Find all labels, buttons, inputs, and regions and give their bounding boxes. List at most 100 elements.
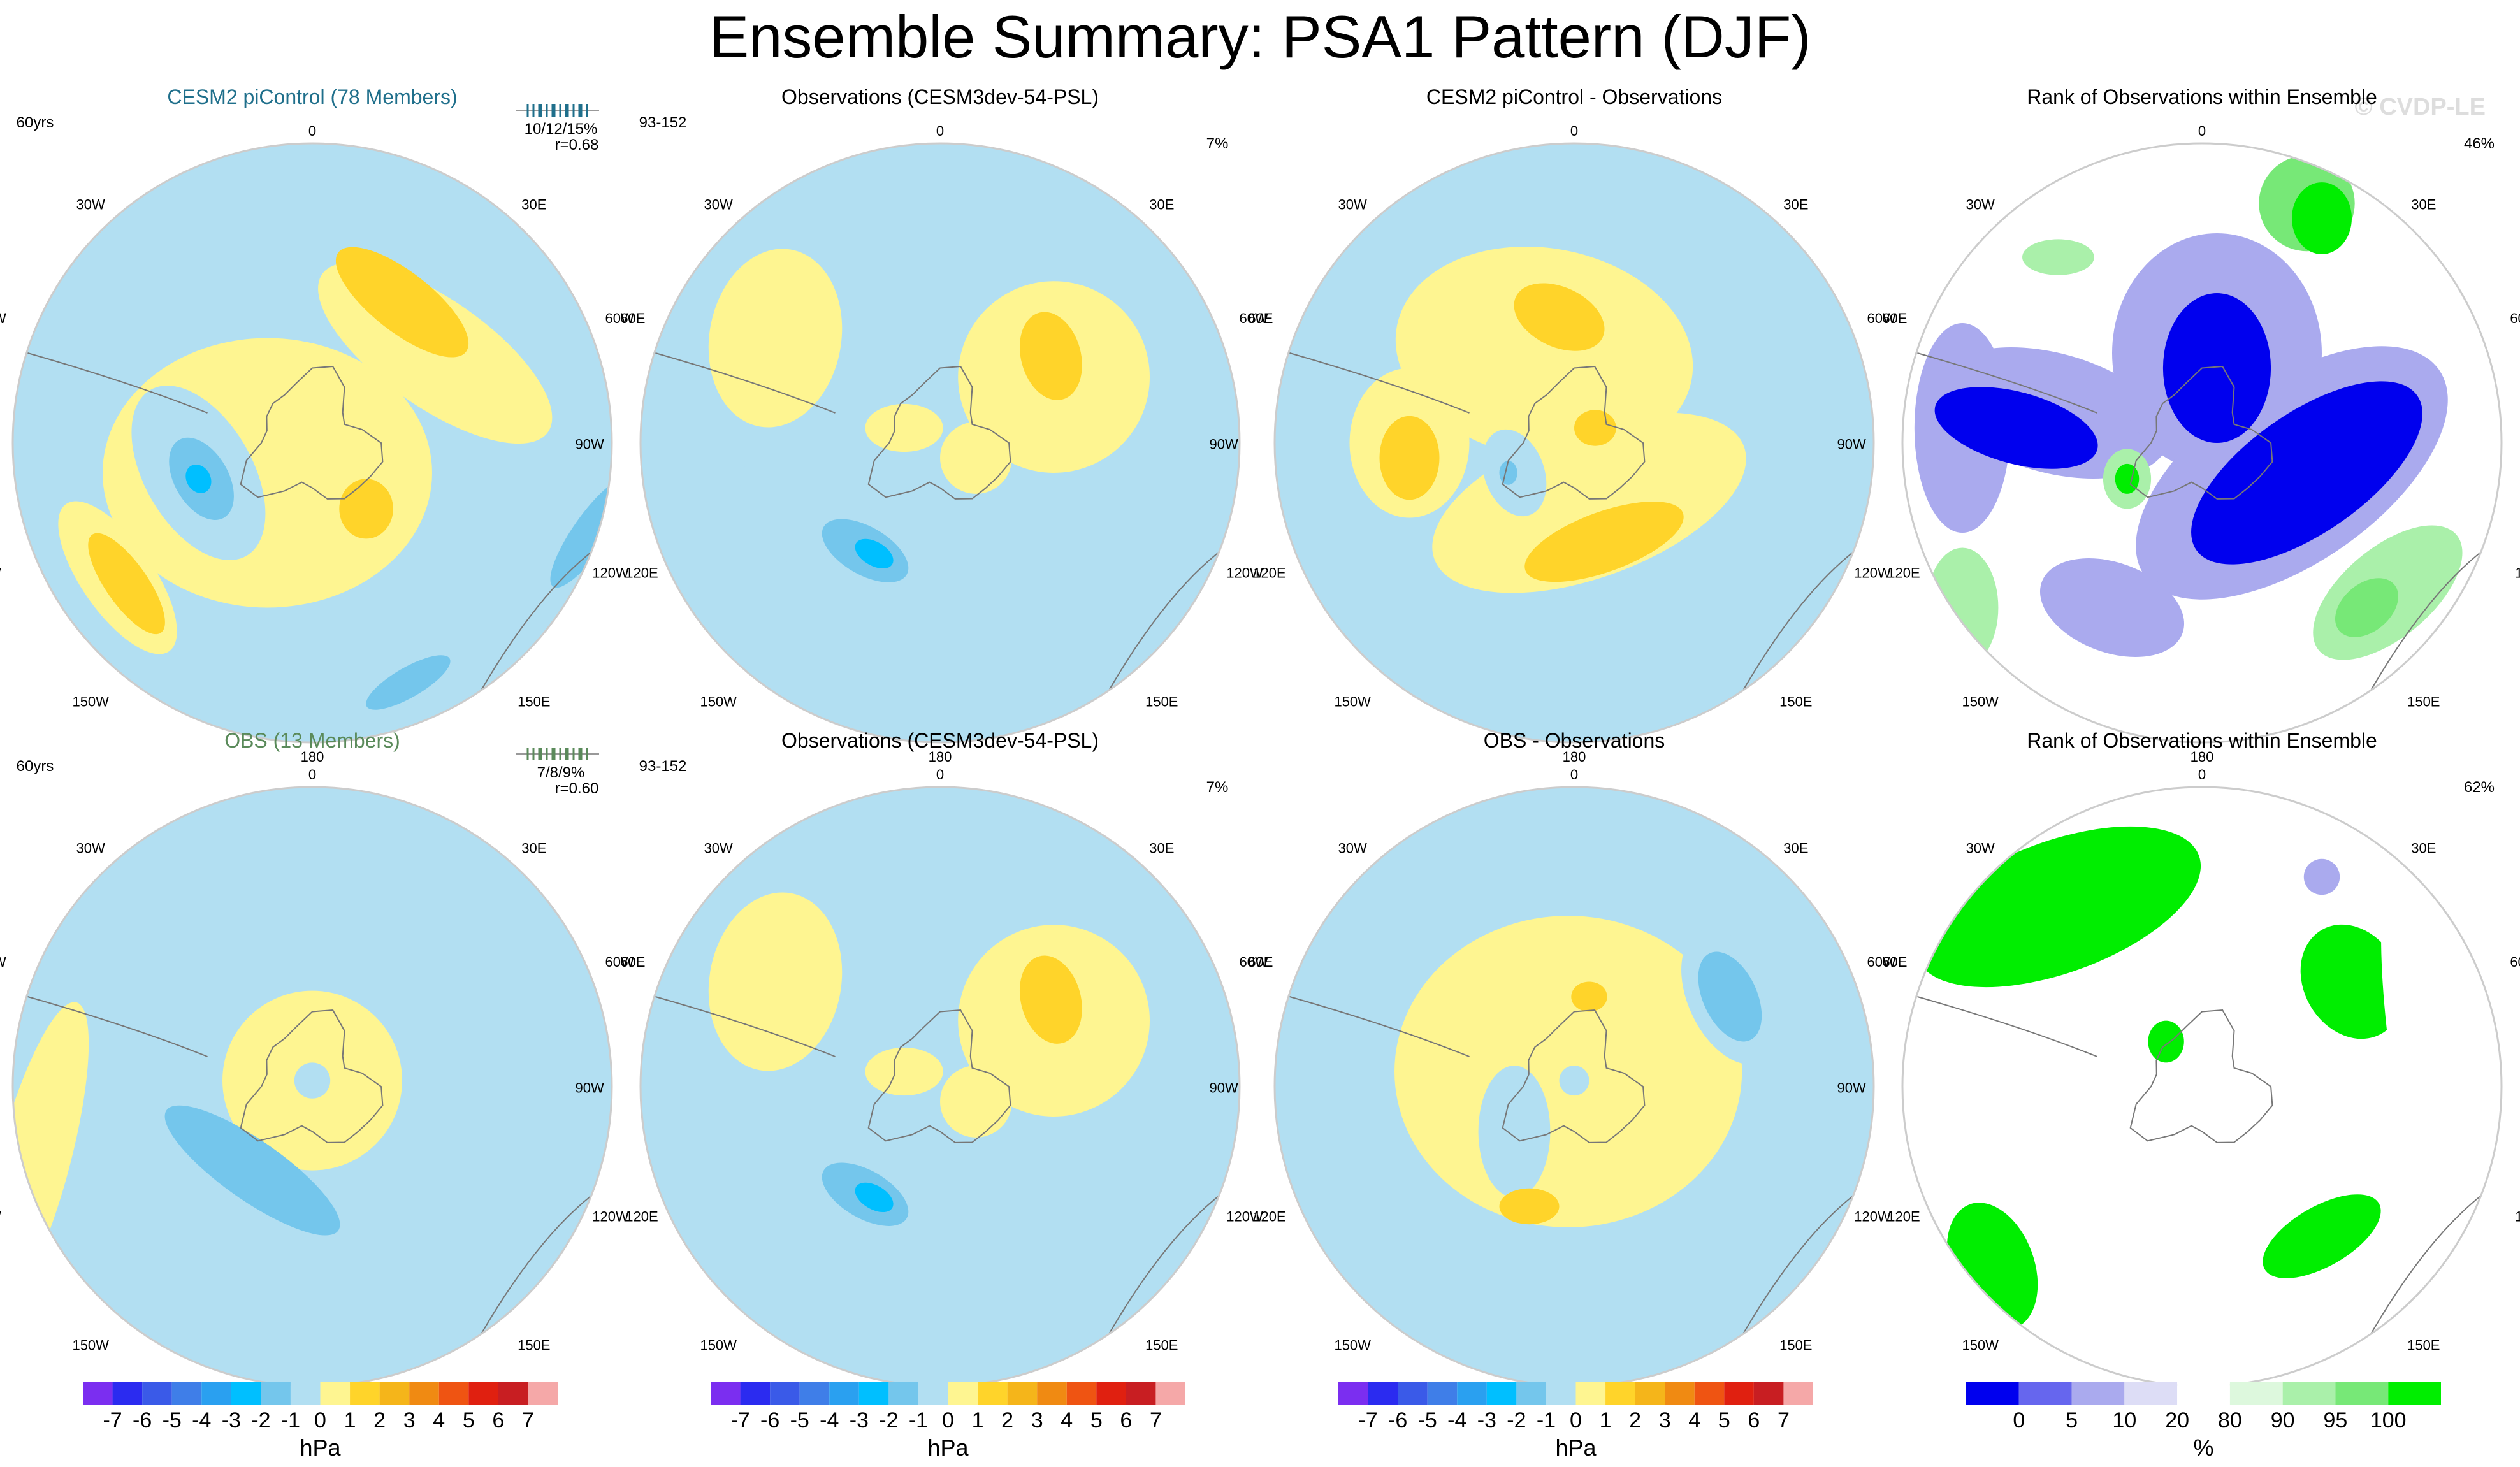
lon-label-60w: 60W bbox=[605, 310, 634, 326]
rank-region bbox=[2115, 463, 2140, 494]
lon-label-60e: 60E bbox=[1882, 954, 1907, 970]
colorbar-swatch bbox=[261, 1382, 291, 1405]
contour-region bbox=[1395, 246, 1693, 460]
map-field bbox=[13, 787, 612, 1386]
panel-right-label: 46% bbox=[2464, 135, 2495, 152]
antarctica-outline bbox=[1502, 1009, 1646, 1143]
rank-region bbox=[2022, 239, 2094, 275]
panel-1: 018030W30E60W60E90W90E120W120E150W150ECE… bbox=[0, 85, 675, 765]
colorbar-swatch bbox=[1338, 1382, 1368, 1405]
panel-6: 018030W30E60W60E90W90E120W120E150W150EOb… bbox=[575, 729, 1303, 1408]
panel-5: 018030W30E60W60E90W90E120W120E150W150EOB… bbox=[0, 729, 675, 1408]
panel-left-label: 60yrs bbox=[17, 114, 54, 131]
colorbar-tick-label: -6 bbox=[760, 1408, 779, 1433]
south-america-outline bbox=[27, 352, 208, 414]
map-boundary bbox=[639, 142, 1241, 744]
lon-label-120e: 120E bbox=[1887, 565, 1920, 581]
colorbar-swatch bbox=[1753, 1382, 1784, 1405]
colorbar-swatch bbox=[171, 1382, 202, 1405]
colorbar-swatch bbox=[2177, 1382, 2230, 1405]
contour-region bbox=[1019, 312, 1082, 400]
lon-label-60w: 60W bbox=[1867, 310, 1895, 326]
colorbar-tick-label: -6 bbox=[133, 1408, 152, 1433]
rank-region bbox=[2162, 293, 2271, 443]
contour-region bbox=[339, 479, 393, 539]
colorbar-tick-label: 3 bbox=[1659, 1408, 1671, 1433]
lon-label-120e: 120E bbox=[1253, 565, 1285, 581]
colorbar-swatch bbox=[438, 1382, 469, 1405]
colorbar-tick-label: 1 bbox=[344, 1408, 356, 1433]
colorbar-tick-label: 1 bbox=[972, 1408, 984, 1433]
colorbar-swatch bbox=[740, 1382, 771, 1405]
colorbar-swatch bbox=[409, 1382, 439, 1405]
colorbar-tick-label: 4 bbox=[1688, 1408, 1700, 1433]
contour-region bbox=[366, 655, 451, 710]
colorbar-tick-label: -1 bbox=[909, 1408, 928, 1433]
lon-label-150w: 150W bbox=[700, 1338, 737, 1354]
panel-3: 018030W30E60W60E90W90E120W120E150W150ECE… bbox=[1209, 85, 1937, 765]
colorbar-tick-label: 4 bbox=[433, 1408, 445, 1433]
colorbar-swatch bbox=[1427, 1382, 1458, 1405]
colorbar-swatch bbox=[1546, 1382, 1576, 1405]
contour-region bbox=[940, 1066, 1012, 1138]
rank-region bbox=[1926, 547, 1999, 668]
colorbar-4: 0 5 10 20 80 90 95 100% bbox=[1966, 1382, 2441, 1461]
colorbar-swatch bbox=[799, 1382, 830, 1405]
colorbar-swatch bbox=[2388, 1382, 2441, 1405]
contour-region bbox=[1574, 410, 1616, 446]
contour-region bbox=[13, 1002, 89, 1321]
stats-percent: 10/12/15% bbox=[525, 120, 598, 138]
contour-region bbox=[415, 1211, 509, 1292]
lon-label-30w: 30W bbox=[704, 840, 733, 856]
lon-label-60e: 60E bbox=[1248, 954, 1273, 970]
contour-region bbox=[708, 892, 843, 1071]
lon-label-150w: 150W bbox=[72, 1338, 109, 1354]
colorbar-swatch bbox=[978, 1382, 1008, 1405]
watermark: © CVDP-LE bbox=[2355, 94, 2486, 120]
colorbar-swatch bbox=[1155, 1382, 1185, 1405]
lon-label-bottom: 180 bbox=[1563, 749, 1586, 765]
colorbar-swatch bbox=[350, 1382, 380, 1405]
colorbar-units: hPa bbox=[927, 1434, 969, 1461]
colorbar-swatch bbox=[142, 1382, 172, 1405]
colorbar-tick-label: 20 bbox=[2165, 1408, 2189, 1433]
lon-label-30e: 30E bbox=[2411, 196, 2436, 212]
australia-outline bbox=[2366, 1190, 2487, 1341]
colorbar-tick-label: 4 bbox=[1061, 1408, 1073, 1433]
colorbar-tick-label: -3 bbox=[222, 1408, 241, 1433]
panel-left-label: 93-152 bbox=[639, 758, 687, 775]
lon-label-120w: 120W bbox=[592, 1209, 629, 1225]
map-boundary bbox=[1901, 142, 2503, 744]
map-field bbox=[641, 787, 1240, 1386]
lon-label-60w: 60W bbox=[0, 310, 6, 326]
australia-outline bbox=[476, 547, 598, 698]
lon-label-90w: 90W bbox=[1837, 1080, 1865, 1095]
lon-label-150e: 150E bbox=[1145, 694, 1178, 710]
colorbar-swatch bbox=[320, 1382, 351, 1405]
colorbar-swatch bbox=[1126, 1382, 1156, 1405]
page-title: Ensemble Summary: PSA1 Pattern (DJF) bbox=[709, 3, 1811, 70]
lon-label-120w: 120W bbox=[1226, 1209, 1263, 1225]
antarctica-outline bbox=[867, 365, 1011, 500]
colorbar-tick-label: 6 bbox=[1748, 1408, 1760, 1433]
colorbar-tick-label: -1 bbox=[281, 1408, 300, 1433]
south-america-outline bbox=[1917, 352, 2097, 414]
lon-label-top: 0 bbox=[308, 767, 316, 783]
colorbar-tick-label: 2 bbox=[1629, 1408, 1641, 1433]
lon-label-60w: 60W bbox=[1867, 954, 1895, 970]
colorbar-tick-label: 1 bbox=[1600, 1408, 1612, 1433]
colorbar-swatch bbox=[1966, 1382, 2019, 1405]
stats-correlation: r=0.68 bbox=[555, 136, 599, 154]
colorbar-swatch bbox=[948, 1382, 978, 1405]
colorbar-tick-label: -5 bbox=[790, 1408, 809, 1433]
colorbar-tick-label: 5 bbox=[1090, 1408, 1103, 1433]
lon-label-90w: 90W bbox=[1837, 436, 1865, 452]
stats-strip bbox=[516, 748, 599, 760]
south-america-outline bbox=[1289, 996, 1470, 1057]
contour-region bbox=[1698, 951, 1762, 1042]
colorbar-swatch bbox=[888, 1382, 918, 1405]
lon-label-120w: 120W bbox=[1854, 1209, 1891, 1225]
lon-label-90w: 90W bbox=[1209, 1080, 1238, 1095]
colorbar-swatch bbox=[829, 1382, 859, 1405]
